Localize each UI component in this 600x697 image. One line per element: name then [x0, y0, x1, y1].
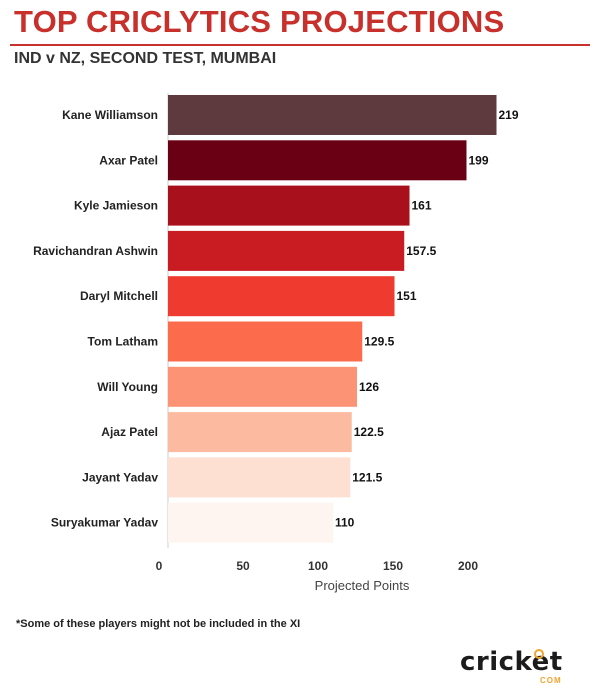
- value-label: 151: [397, 289, 417, 303]
- x-tick-label: 150: [383, 559, 403, 573]
- value-label: 161: [412, 199, 432, 213]
- category-label: Ajaz Patel: [101, 425, 158, 439]
- logo-subtext: COM: [540, 676, 562, 685]
- cricket-com-logo: cricket COM: [460, 647, 580, 687]
- category-label: Jayant Yadav: [82, 470, 158, 484]
- value-label: 126: [359, 380, 379, 394]
- logo-dot-icon: [534, 649, 544, 659]
- value-label: 122.5: [354, 425, 384, 439]
- value-label: 121.5: [352, 470, 382, 484]
- category-label: Will Young: [97, 380, 158, 394]
- value-label: 199: [469, 153, 489, 167]
- bar: [168, 412, 352, 453]
- value-label: 219: [499, 108, 519, 122]
- category-label: Suryakumar Yadav: [51, 516, 159, 530]
- x-tick-label: 200: [458, 559, 478, 573]
- bar: [168, 457, 351, 498]
- x-tick-label: 50: [236, 559, 250, 573]
- category-label: Kyle Jamieson: [74, 199, 158, 213]
- bar: [168, 321, 363, 362]
- chart-subtitle: IND v NZ, SECOND TEST, MUMBAI: [14, 50, 277, 67]
- title-divider: [10, 44, 590, 46]
- bar: [168, 230, 405, 271]
- footnote: *Some of these players might not be incl…: [16, 618, 301, 630]
- value-label: 110: [335, 516, 355, 530]
- chart-title: TOP CRICLYTICS PROJECTIONS: [14, 4, 505, 39]
- value-label: 129.5: [364, 335, 394, 349]
- value-label: 157.5: [406, 244, 436, 258]
- bar: [168, 185, 410, 226]
- bar-chart: Kane Williamson 219 Axar Patel 199 Kyle Jami…: [33, 93, 519, 593]
- bar: [168, 95, 497, 135]
- category-label: Tom Latham: [88, 335, 158, 349]
- category-label: Ravichandran Ashwin: [33, 244, 158, 258]
- bar: [168, 502, 333, 543]
- bar: [168, 276, 395, 317]
- x-tick-label: 0: [156, 559, 163, 573]
- bar: [168, 366, 357, 407]
- category-label: Axar Patel: [99, 153, 158, 167]
- logo-wordmark: cricket: [460, 647, 563, 677]
- x-axis-title: Projected Points: [315, 578, 410, 593]
- x-tick-label: 100: [308, 559, 328, 573]
- category-label: Daryl Mitchell: [80, 289, 158, 303]
- category-label: Kane Williamson: [62, 108, 158, 122]
- bar: [168, 140, 467, 181]
